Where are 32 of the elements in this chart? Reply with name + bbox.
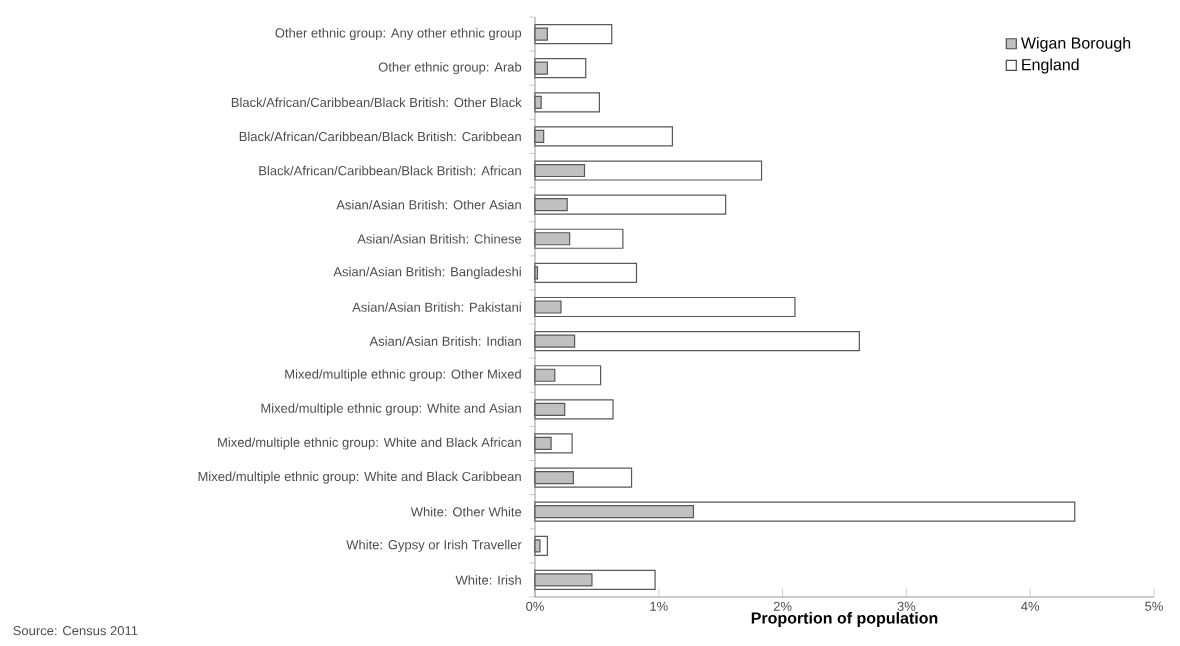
y-tick-label: Mixed/multiple ethnic group: White and Asian: [261, 403, 521, 416]
bar: [534, 92, 600, 113]
legend-label: Wigan Borough: [1020, 36, 1131, 52]
x-tick-label: 2%: [773, 601, 792, 611]
y-tick-label: White: Gypsy or Irish Traveller: [346, 539, 522, 552]
x-tick-label: 3%: [897, 601, 916, 611]
source-note: Source: Census 2011: [13, 626, 138, 636]
x-axis-title: Proportion of population: [751, 611, 938, 627]
y-tick-label: Asian/Asian British: Chinese: [357, 234, 522, 244]
y-tick-label: Asian/Asian British: Indian: [369, 336, 521, 346]
legend-label: England: [1022, 58, 1079, 74]
x-tick-label: 5%: [1145, 601, 1163, 611]
x-tick-label: 4%: [1021, 601, 1040, 611]
bar: [534, 331, 860, 352]
x-tick-label: 1%: [650, 601, 668, 611]
y-tick-label: Asian/Asian British: Other Asian: [336, 199, 521, 210]
y-tick-label: Mixed/multiple ethnic group: Other Mixed: [285, 369, 521, 382]
bar: [534, 262, 638, 283]
y-tick-label: Black/African/Caribbean/Black British: Other Black: [231, 97, 522, 108]
x-tick-label: 0%: [526, 601, 544, 611]
y-tick-label: Mixed/multiple ethnic group: White and Black African: [218, 437, 521, 450]
y-tick-label: White: Other White: [410, 506, 522, 517]
y-tick-label: Black/African/Caribbean/Black British: African: [259, 165, 521, 176]
bar: [534, 126, 674, 147]
y-tick-label: Other ethnic group: Any other ethnic group: [275, 28, 522, 41]
y-tick-label: Black/African/Caribbean/Black British: Caribbean: [239, 131, 521, 142]
y-tick-label: White: Irish: [455, 575, 521, 585]
y-tick-label: Asian/Asian British: Bangladeshi: [333, 266, 521, 279]
y-tick-label: Other ethnic group: Arab: [378, 62, 522, 75]
bar: [534, 296, 796, 318]
y-tick-label: Mixed/multiple ethnic group: White and Black Caribbean: [198, 471, 521, 484]
y-tick-label: Asian/Asian British: Pakistani: [352, 302, 521, 312]
